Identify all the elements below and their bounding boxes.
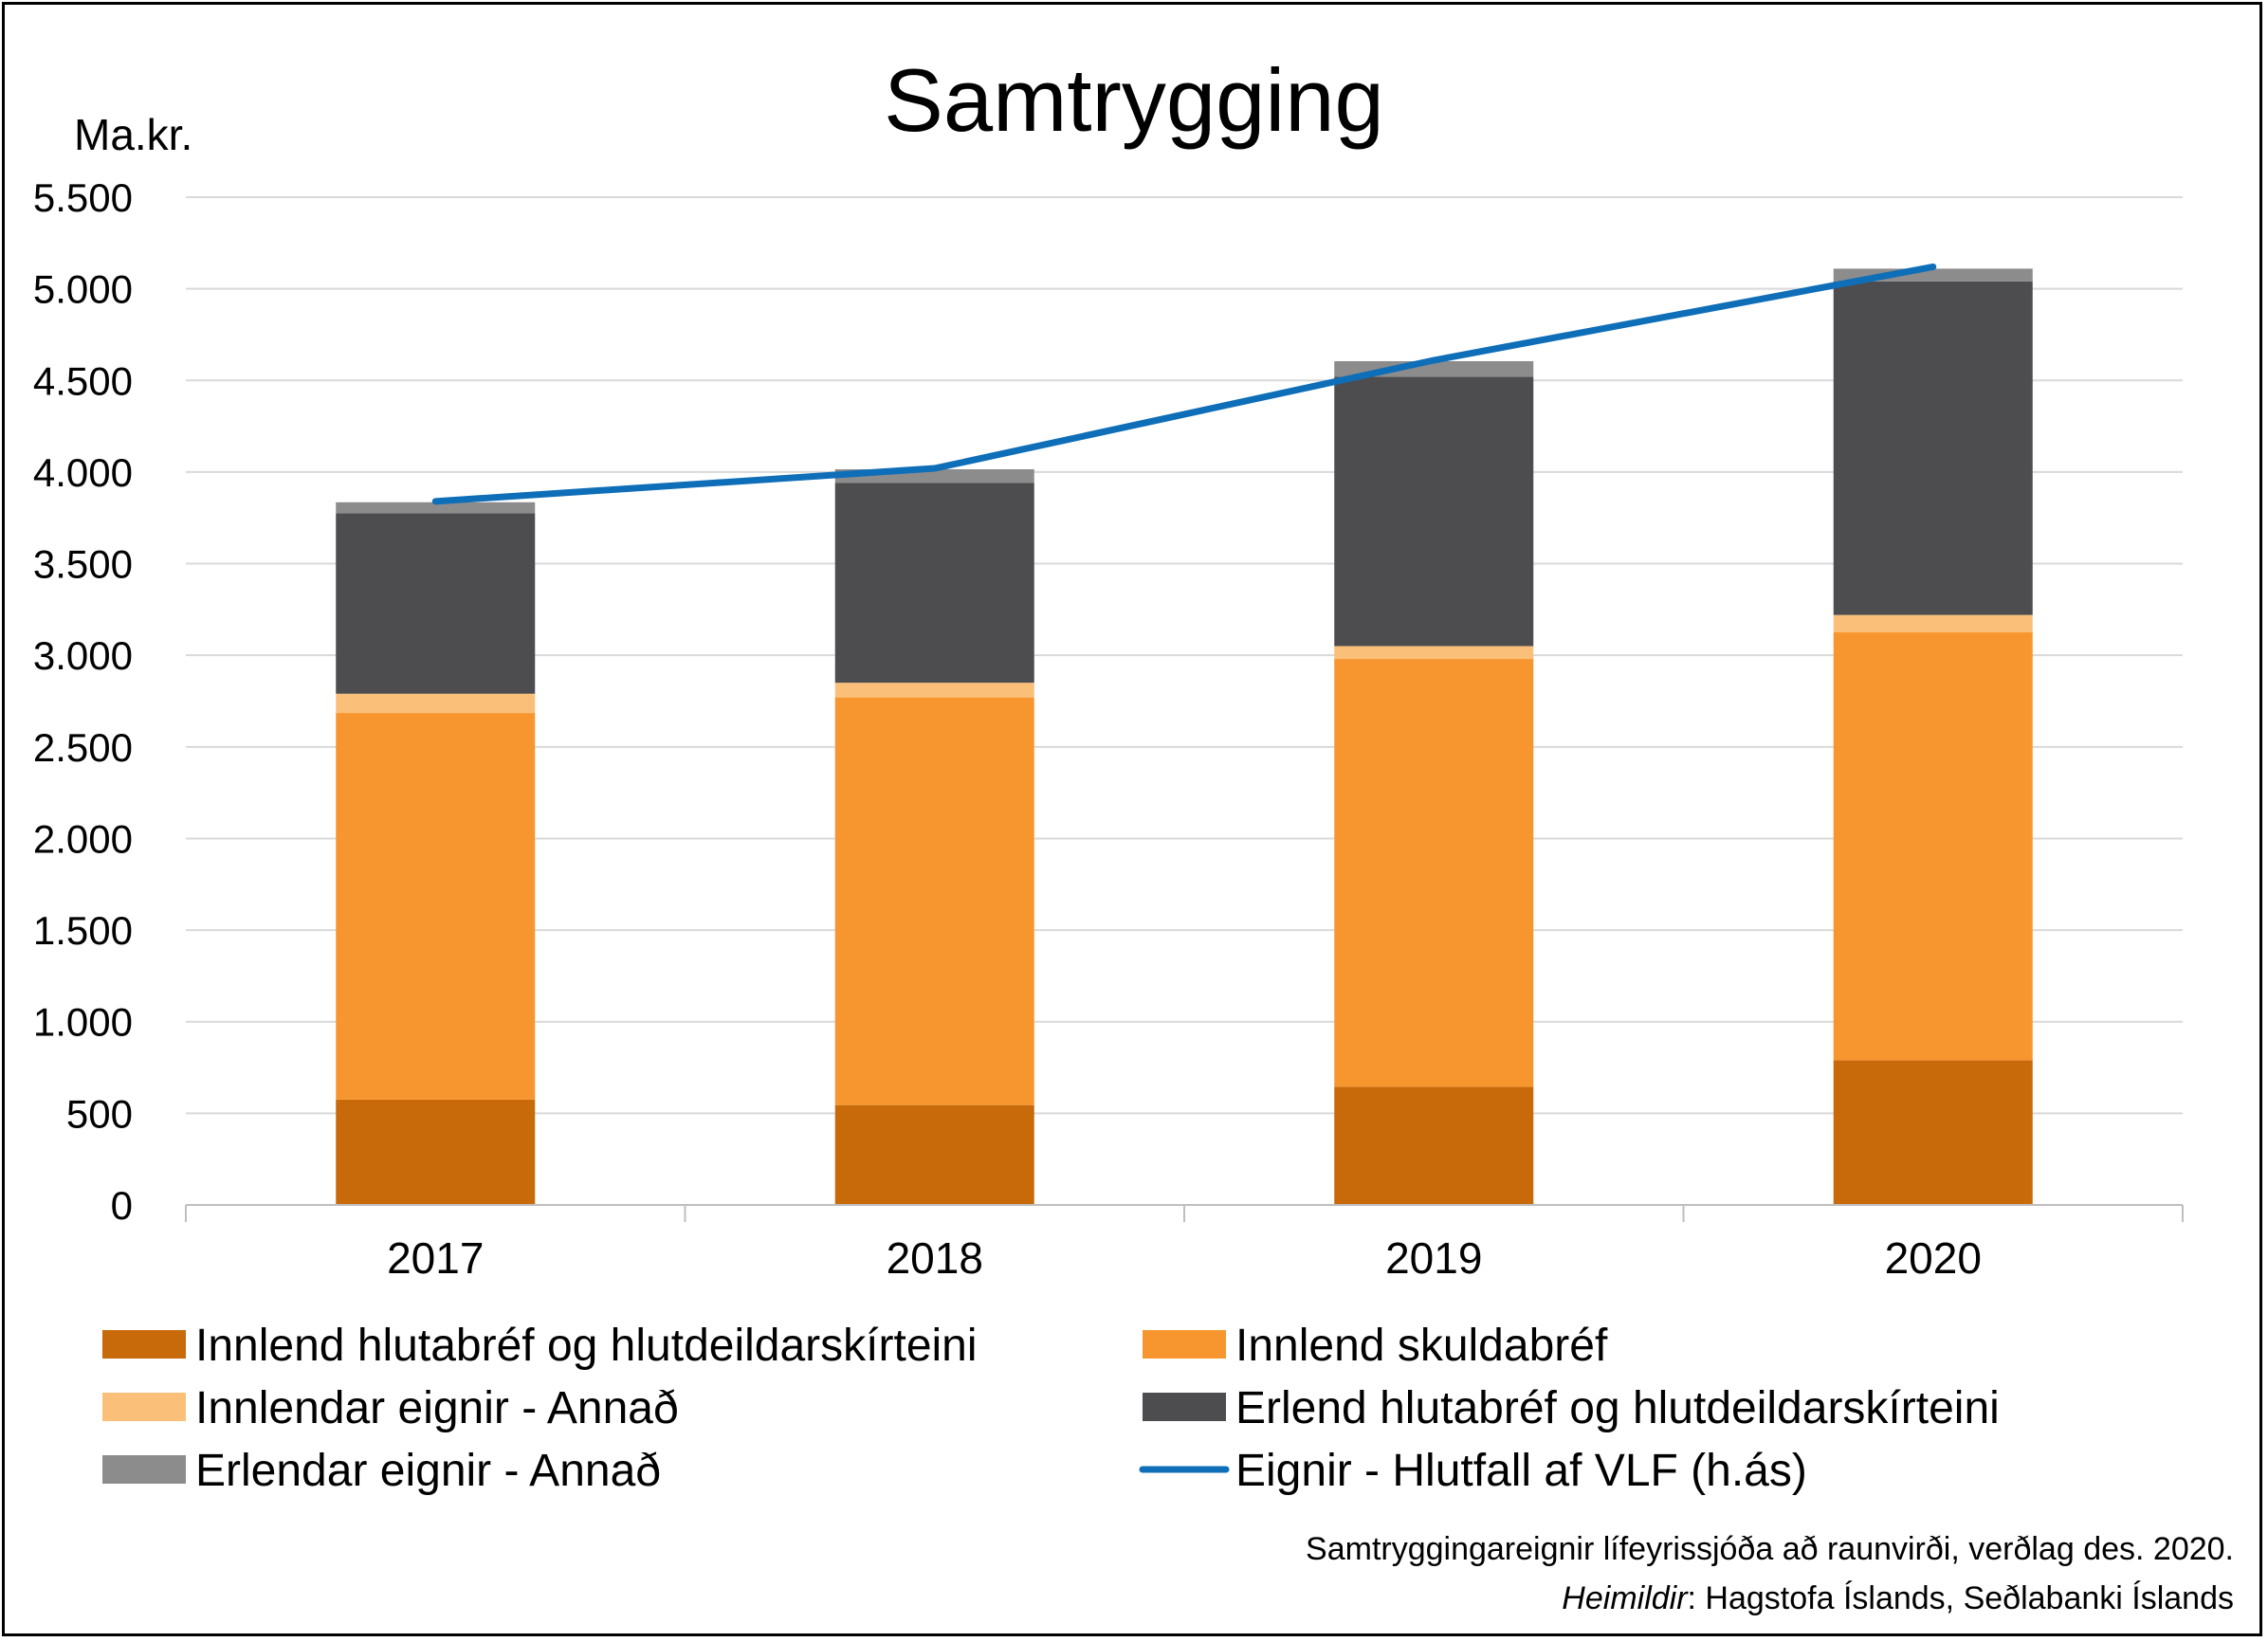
legend-label: Innlendar eignir - Annað <box>195 1383 679 1433</box>
bar-segment <box>336 513 536 694</box>
source-label: Heimildir <box>1562 1580 1689 1616</box>
y-tick-label: 4.000 <box>33 450 133 495</box>
source-text: : Hagstofa Íslands, Seðlabanki Íslands <box>1688 1580 2234 1616</box>
legend-label: Innlend hlutabréf og hlutdeildarskírtein… <box>195 1321 978 1371</box>
bar-segment <box>1334 376 1534 647</box>
bar-segment <box>1334 1086 1534 1205</box>
legend-swatch <box>1143 1330 1226 1359</box>
legend-label: Erlend hlutabréf og hlutdeildarskírteini <box>1235 1383 2000 1433</box>
bar-segment <box>1833 1060 2033 1205</box>
bar-stacks <box>336 268 2033 1205</box>
y-tick-label: 1.000 <box>33 1000 133 1045</box>
legend-swatch <box>102 1455 186 1484</box>
y-tick-label: 3.500 <box>33 542 133 587</box>
bar-segment <box>1334 646 1534 660</box>
bar-segment <box>834 1104 1034 1205</box>
x-tick-label: 2020 <box>1885 1233 1982 1283</box>
y-tick-label: 0 <box>111 1183 133 1228</box>
bar-segment <box>1833 614 2033 633</box>
y-tick-label: 3.000 <box>33 633 133 678</box>
chart-title: Samtrygging <box>884 50 1384 150</box>
bar-segment <box>336 693 536 714</box>
bar-segment <box>336 502 536 514</box>
y-tick-label: 2.000 <box>33 816 133 861</box>
y-tick-label: 500 <box>66 1091 133 1136</box>
bar-segment <box>1833 632 2033 1061</box>
bar-segment <box>1833 281 2033 615</box>
bar-segment <box>1334 659 1534 1087</box>
legend-label: Erlendar eignir - Annað <box>195 1446 661 1496</box>
y-axis-ticks: 0 500 1.000 1.500 2.000 2.500 3.000 3.500 4.000 4… <box>33 175 133 1228</box>
legend-swatch <box>102 1330 186 1359</box>
bar-segment <box>336 713 536 1100</box>
y-axis-unit-label: Ma.kr. <box>74 110 192 159</box>
line-series <box>431 263 1937 505</box>
bar-segment <box>336 1099 536 1205</box>
line-series-path <box>431 263 1937 505</box>
legend-label: Innlend skuldabréf <box>1235 1321 1608 1371</box>
legend-swatch <box>102 1393 186 1421</box>
bar-segment <box>834 697 1034 1105</box>
x-axis: 2017 2018 2019 2020 <box>185 1204 2184 1283</box>
footnote: Samtryggingareignir lífeyrissjóða að rau… <box>1306 1531 2234 1567</box>
y-tick-label: 2.500 <box>33 725 133 770</box>
bar-segment <box>834 683 1034 698</box>
legend: Innlend hlutabréf og hlutdeildarskírtein… <box>102 1321 2000 1496</box>
y-tick-label: 5.500 <box>33 175 133 220</box>
y-tick-label: 1.500 <box>33 908 133 953</box>
source-line: Heimildir: Hagstofa Íslands, Seðlabanki … <box>1562 1580 2234 1616</box>
x-tick-label: 2019 <box>1385 1233 1482 1283</box>
y-tick-label: 4.500 <box>33 358 133 403</box>
legend-label: Eignir - Hlutfall af VLF (h.ás) <box>1235 1446 1807 1496</box>
bar-segment <box>834 483 1034 684</box>
x-tick-label: 2018 <box>887 1233 983 1283</box>
legend-swatch <box>1143 1393 1226 1421</box>
x-tick-label: 2017 <box>387 1233 484 1283</box>
y-tick-label: 5.000 <box>33 267 133 312</box>
